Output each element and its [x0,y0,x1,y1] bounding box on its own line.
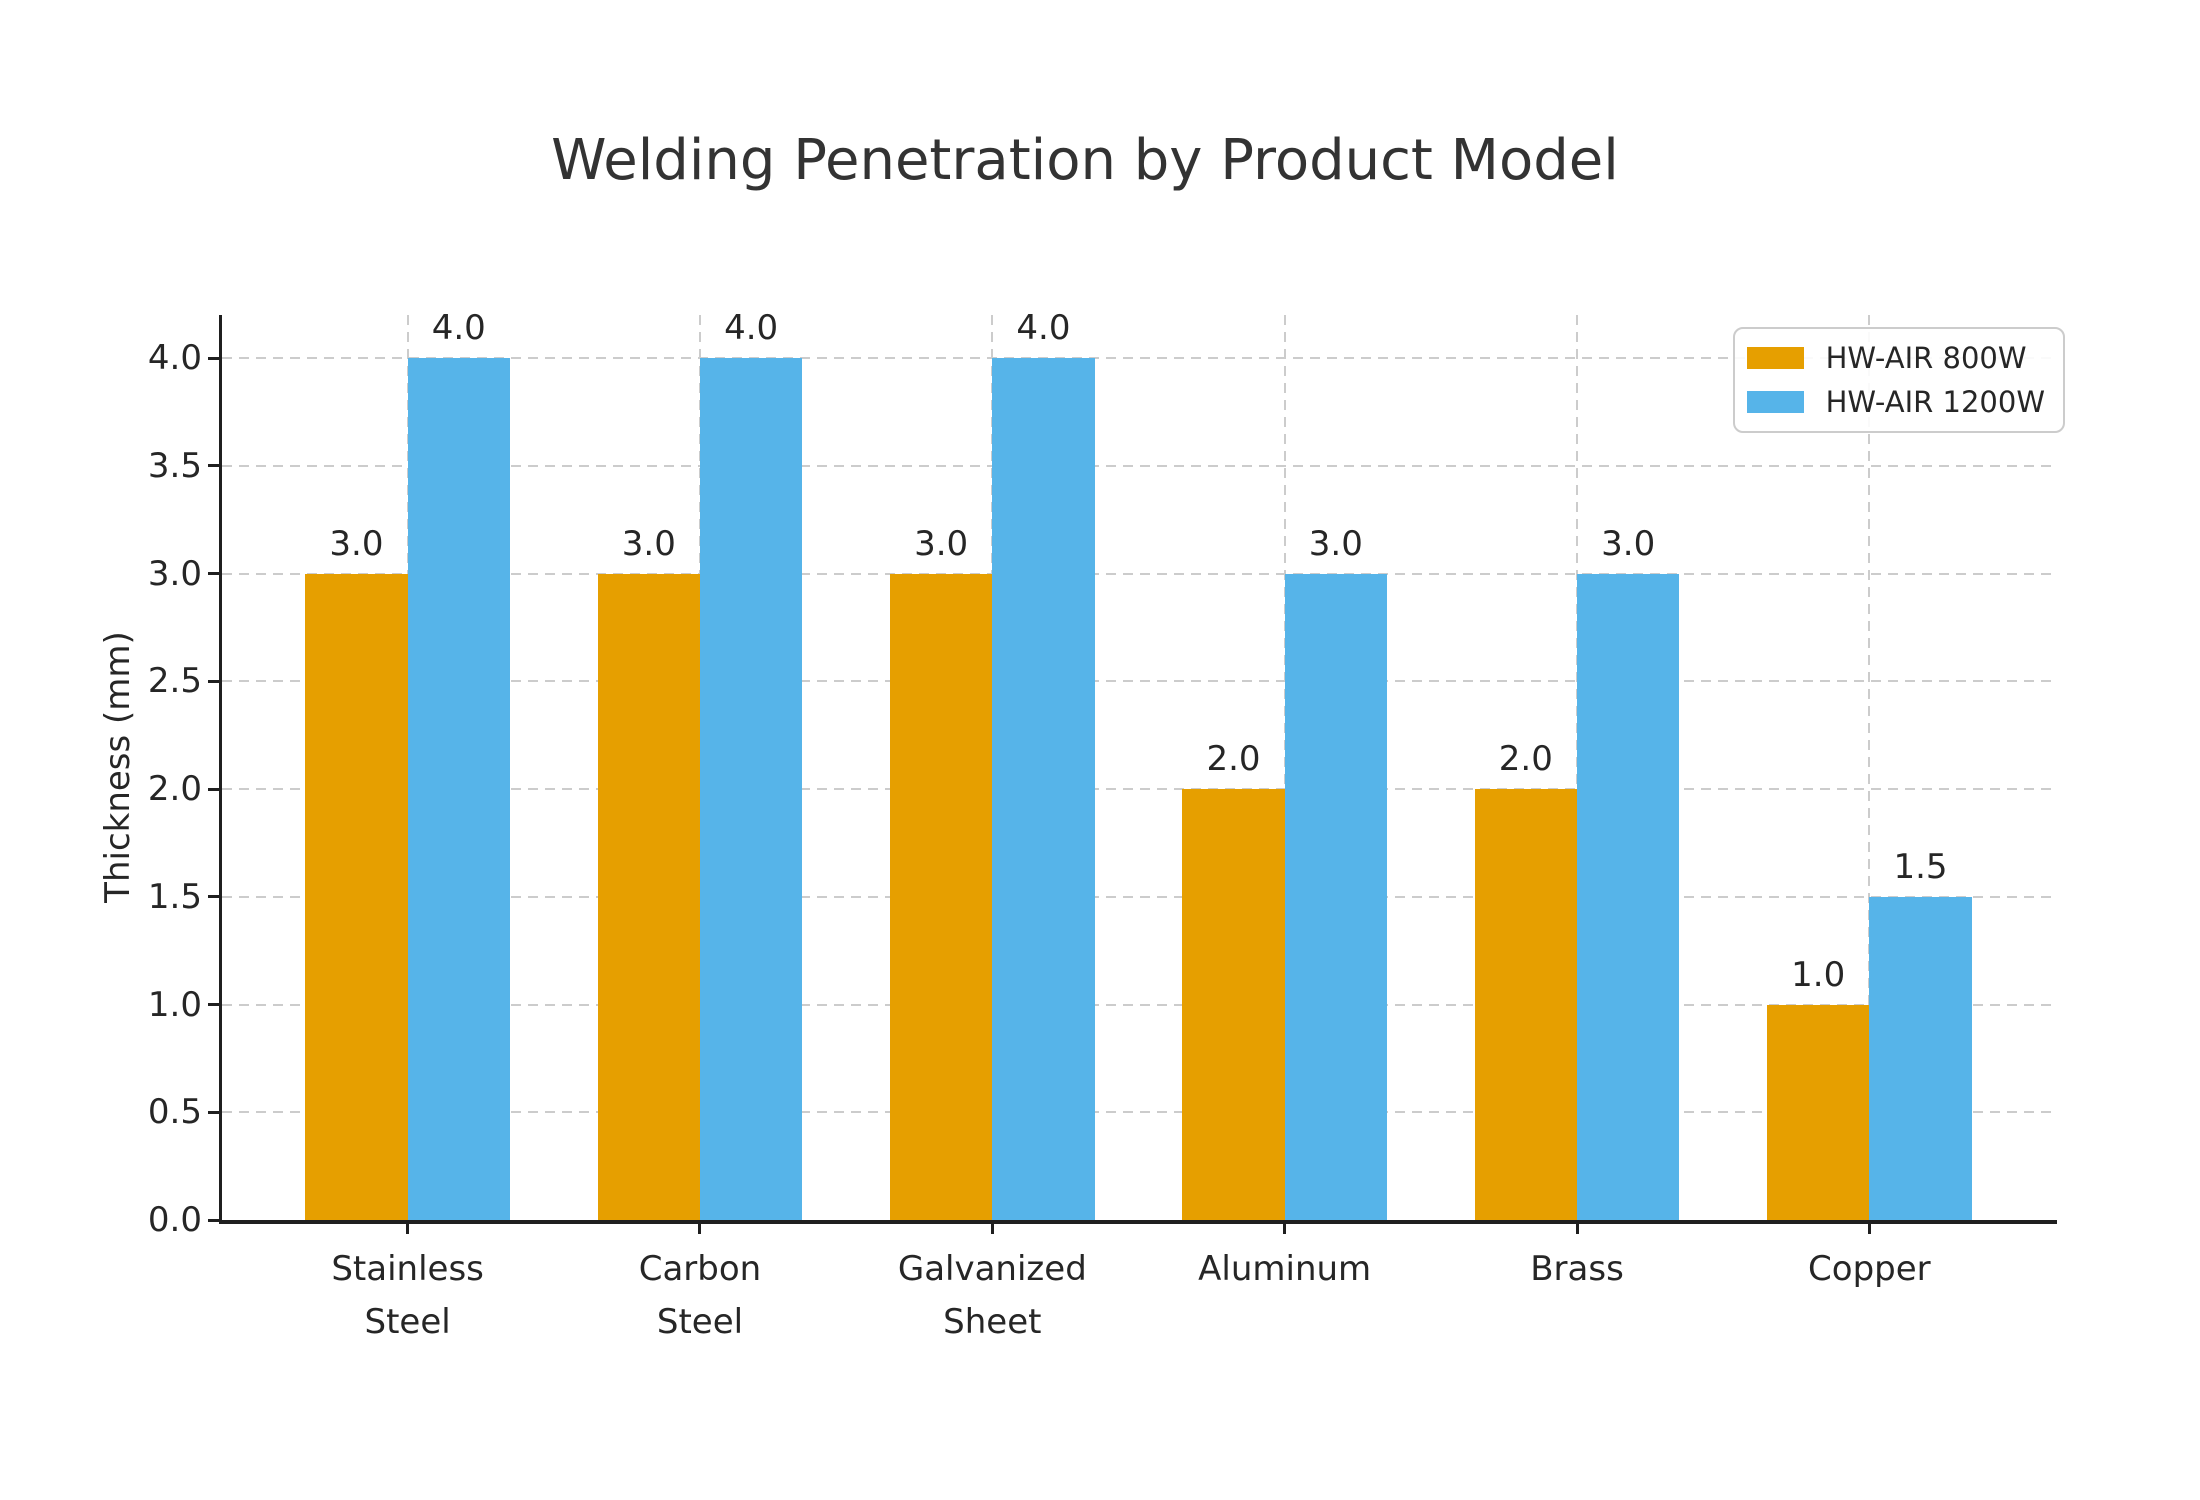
x-tick [1283,1222,1287,1234]
y-gridline [222,788,2055,791]
y-tick [208,1218,222,1222]
bar-1200w [1577,573,1680,1220]
y-tick-label: 2.5 [147,661,202,702]
bar-value-label: 3.0 [329,523,384,564]
y-tick-label: 4.0 [147,338,202,379]
legend-swatch-800w [1746,347,1804,369]
x-tick [990,1222,994,1234]
x-tick [1575,1222,1579,1234]
bar-value-label: 4.0 [431,308,486,349]
x-tick-label: Galvanized Sheet [897,1249,1087,1342]
x-tick [698,1222,702,1234]
bar-value-label: 3.0 [1601,523,1656,564]
bar-value-label: 2.0 [1498,739,1553,780]
y-gridline [222,357,2055,360]
y-gridline [222,464,2055,467]
x-tick-label: Copper [1808,1249,1931,1289]
legend-swatch-1200w [1746,391,1804,413]
y-gridline [222,895,2055,898]
y-axis-line [219,315,222,1223]
legend-label-1200w: HW-AIR 1200W [1825,385,2045,419]
x-tick-label: Carbon Steel [638,1249,762,1342]
bar-800w [305,573,408,1220]
y-tick-label: 1.0 [147,984,202,1025]
bar-value-label: 3.0 [914,523,969,564]
y-tick-label: 0.5 [147,1092,202,1133]
plot-area: HW-AIR 800W HW-AIR 1200W 0.0 0.5 1.0 1.5 2.0… [148,310,2065,1342]
legend-item-1200w: HW-AIR 1200W [1746,385,2045,419]
y-tick-label: 2.0 [147,769,202,810]
y-tick-label: 3.5 [147,445,202,486]
y-tick [208,787,222,791]
x-tick [406,1222,410,1234]
legend: HW-AIR 800W HW-AIR 1200W [1732,327,2065,433]
y-tick [208,464,222,468]
bar-800w [890,573,993,1220]
y-tick [208,356,222,360]
bar-value-label: 2.0 [1206,739,1261,780]
x-gridline [1868,315,1871,1220]
x-tick-label: Brass [1530,1249,1624,1289]
x-tick-label: Aluminum [1198,1249,1372,1289]
x-axis-line [219,1220,2057,1224]
y-gridline [222,1003,2055,1006]
y-gridline [222,680,2055,683]
bar-1200w [699,358,803,1220]
y-tick-label: 1.5 [147,876,202,917]
y-tick [208,1110,222,1114]
bar-1200w [992,358,1095,1220]
y-tick-label: 0.0 [147,1200,202,1240]
bar-value-label: 3.0 [621,523,676,564]
y-tick-label: 3.0 [147,553,202,594]
bar-800w [1767,1004,1870,1220]
legend-item-800w: HW-AIR 800W [1746,341,2045,375]
bar-800w [1182,789,1285,1220]
y-tick [208,679,222,683]
bar-value-label: 1.5 [1893,846,1948,887]
x-tick-label: Stainless Steel [331,1249,484,1342]
bar-800w [1474,789,1577,1220]
bar-1200w [407,358,510,1220]
y-tick [208,1003,222,1007]
bar-value-label: 4.0 [1016,308,1071,349]
y-tick [208,895,222,899]
bar-value-label: 3.0 [1308,523,1363,564]
chart-title: Welding Penetration by Product Model [551,128,1619,193]
bar-1200w [1284,573,1387,1220]
bar-800w [597,573,700,1220]
bar-value-label: 1.0 [1791,954,1846,995]
bar-value-label: 4.0 [724,308,779,349]
legend-label-800w: HW-AIR 800W [1825,341,2027,375]
bar-1200w [1869,896,1972,1220]
x-tick [1867,1222,1871,1234]
y-tick [208,572,222,576]
y-gridline [222,572,2055,575]
y-gridline [222,1111,2055,1114]
